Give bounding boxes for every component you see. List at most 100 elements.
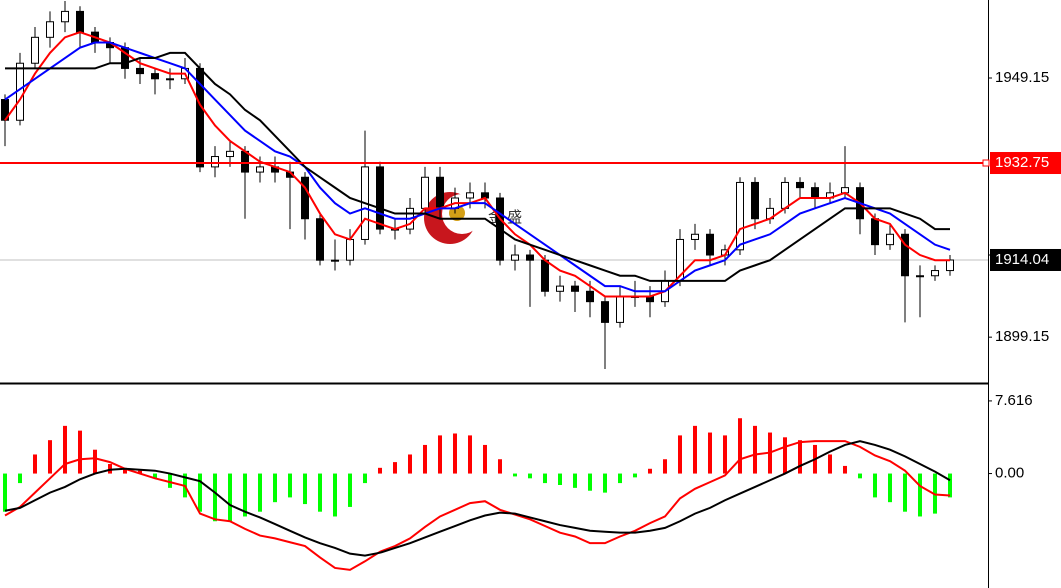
candle-body — [466, 192, 474, 199]
candle-body — [556, 285, 564, 292]
histogram-bar — [828, 454, 832, 474]
candle-body — [301, 176, 309, 220]
candle-body — [946, 259, 954, 272]
candle-body — [586, 290, 594, 303]
candle-body — [136, 67, 144, 75]
histogram-bar — [708, 432, 712, 474]
histogram-bar — [273, 473, 277, 503]
candle-body — [436, 176, 444, 209]
histogram-bar — [738, 418, 742, 474]
indicator-line — [4, 41, 951, 293]
histogram-bar — [888, 473, 892, 503]
histogram-bar — [423, 444, 427, 474]
histogram-bar — [453, 433, 457, 474]
histogram-bar — [528, 473, 532, 479]
histogram-bar — [243, 473, 247, 517]
histogram-bar — [123, 467, 127, 474]
candle-body — [571, 285, 579, 292]
last-price-box — [990, 248, 1061, 271]
histogram-bar — [513, 473, 517, 477]
histogram-bar — [573, 473, 577, 488]
histogram-bar — [663, 459, 667, 474]
candle-body — [811, 187, 819, 199]
candle-body — [226, 150, 234, 158]
y-tick-label: 1899.15 — [995, 328, 1049, 345]
candle-body — [31, 36, 39, 64]
histogram-bar — [588, 473, 592, 491]
level-marker — [982, 159, 990, 167]
histogram-bar — [408, 454, 412, 474]
candle-body — [316, 218, 324, 261]
candle-body — [46, 21, 54, 38]
candle-body — [871, 218, 879, 246]
histogram-bar — [918, 473, 922, 517]
y-tick-label: 1949.15 — [995, 69, 1049, 86]
histogram-bar — [498, 459, 502, 474]
histogram-bar — [558, 473, 562, 485]
level-label-box — [990, 152, 1061, 175]
level-label: 1932.75 — [995, 154, 1049, 171]
candle-body — [796, 181, 804, 189]
indicator-line — [4, 440, 951, 557]
histogram-bar — [543, 473, 547, 484]
candle-body — [151, 73, 159, 80]
candle-body — [781, 181, 789, 209]
candle-body — [751, 181, 759, 220]
histogram-bar — [198, 473, 202, 512]
histogram-bar — [393, 462, 397, 474]
candle-body — [421, 176, 429, 209]
histogram-bar — [633, 473, 637, 478]
histogram-bar — [258, 473, 262, 512]
histogram-bar — [468, 435, 472, 474]
histogram-bar — [798, 440, 802, 474]
histogram-bar — [348, 473, 352, 507]
indicator-line — [4, 31, 950, 298]
histogram-bar — [678, 435, 682, 474]
histogram-bar — [903, 473, 907, 512]
histogram-bar — [618, 473, 622, 484]
candle-body — [61, 10, 69, 23]
histogram-bar — [48, 440, 52, 474]
histogram-bar — [63, 425, 67, 474]
histogram-bar — [318, 473, 322, 512]
histogram-bar — [438, 435, 442, 474]
candle-body — [736, 181, 744, 251]
last-price-label: 1914.04 — [995, 251, 1049, 268]
candle-body — [331, 259, 339, 262]
histogram-bar — [168, 473, 172, 488]
candle-body — [211, 156, 219, 168]
histogram-bar — [858, 473, 862, 479]
candle-body — [901, 233, 909, 277]
histogram-bar — [303, 473, 307, 505]
candle-body — [931, 270, 939, 277]
y-tick-label: 7.616 — [995, 392, 1033, 409]
histogram-bar — [723, 435, 727, 474]
histogram-bar — [288, 473, 292, 498]
candle-body — [601, 301, 609, 323]
candle-body — [511, 254, 519, 261]
histogram-bar — [648, 468, 652, 474]
histogram-bar — [138, 470, 142, 474]
histogram-bar — [603, 473, 607, 493]
candle-body — [616, 295, 624, 323]
histogram-bar — [378, 467, 382, 474]
histogram-bar — [843, 465, 847, 474]
histogram-bar — [693, 425, 697, 474]
candle-body — [691, 233, 699, 240]
candle-body — [76, 10, 84, 33]
candle-body — [166, 78, 174, 81]
indicator-line — [4, 440, 951, 571]
candle-body — [916, 275, 924, 278]
indicator-line — [5, 51, 950, 282]
candle-body — [706, 233, 714, 256]
histogram-bar — [483, 444, 487, 474]
candle-body — [241, 150, 249, 173]
candle-body — [886, 233, 894, 246]
histogram-bar — [33, 454, 37, 474]
histogram-bar — [3, 473, 7, 512]
candle-body — [541, 259, 549, 292]
candle-body — [526, 254, 534, 261]
candle-body — [346, 238, 354, 261]
histogram-bar — [783, 437, 787, 474]
